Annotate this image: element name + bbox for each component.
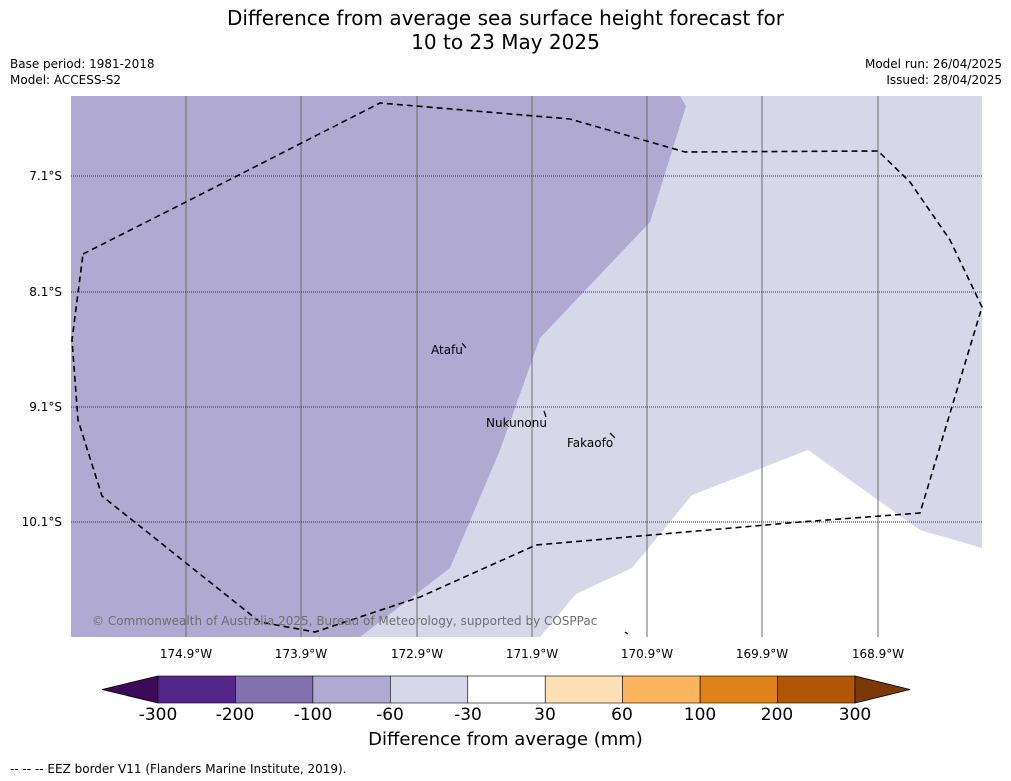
- colorbar-tick: 30: [534, 705, 556, 725]
- map-plot-area: [71, 96, 982, 637]
- issued-date: Issued: 28/04/2025: [886, 73, 1002, 87]
- lon-label: 171.9°W: [505, 647, 559, 661]
- colorbar-tick: -60: [376, 705, 404, 725]
- lon-label: 172.9°W: [390, 647, 444, 661]
- meta-left: Base period: 1981-2018 Model: ACCESS-S2: [10, 56, 155, 88]
- lat-label: 9.1°S: [29, 400, 62, 414]
- footnote: -- -- -- EEZ border V11 (Flanders Marine…: [10, 762, 347, 776]
- colorbar-tick: 60: [611, 705, 633, 725]
- colorbar-segment: [157, 675, 236, 704]
- colorbar-segment: [312, 675, 391, 704]
- model-run: Model run: 26/04/2025: [864, 57, 1002, 71]
- colorbar-segment: [777, 675, 856, 704]
- colorbar-extend-high: [854, 675, 911, 704]
- nukunonu-marker: [543, 410, 547, 418]
- place-label-atafu: Atafu: [431, 343, 463, 357]
- colorbar-tick: -30: [454, 705, 482, 725]
- lon-label: 174.9°W: [159, 647, 213, 661]
- colorbar-segment: [544, 675, 623, 704]
- island-marker: [624, 631, 629, 635]
- colorbar-tick: -300: [138, 705, 178, 725]
- fakaofo-marker: [609, 432, 616, 439]
- base-period: Base period: 1981-2018: [10, 57, 155, 71]
- title-line-1: Difference from average sea surface heig…: [226, 6, 785, 30]
- lat-label: 8.1°S: [29, 285, 62, 299]
- colorbar-segment: [467, 675, 546, 704]
- meta-right: Model run: 26/04/2025 Issued: 28/04/2025: [865, 56, 1002, 88]
- colorbar-segment: [699, 675, 778, 704]
- atafu-marker: [461, 342, 467, 349]
- title-line-2: 10 to 23 May 2025: [411, 30, 600, 54]
- colorbar-title: Difference from average (mm): [368, 729, 643, 750]
- lon-label: 170.9°W: [620, 647, 674, 661]
- colorbar-tick: 300: [838, 705, 872, 725]
- colorbar-tick: 100: [683, 705, 717, 725]
- lon-label: 173.9°W: [274, 647, 328, 661]
- colorbar-segment: [390, 675, 469, 704]
- colorbar-extend-low: [101, 675, 159, 704]
- model-name: Model: ACCESS-S2: [10, 73, 122, 87]
- colorbar-segment: [235, 675, 314, 704]
- lon-label: 169.9°W: [735, 647, 789, 661]
- colorbar-tick: -200: [215, 705, 255, 725]
- place-label-fakaofo: Fakaofo: [567, 436, 614, 450]
- map-title: Difference from average sea surface heig…: [0, 6, 1011, 54]
- colorbar-tick: 200: [760, 705, 794, 725]
- eez-border: [71, 102, 983, 633]
- copyright-text: © Commonwealth of Australia 2025, Bureau…: [92, 614, 598, 628]
- lat-label: 7.1°S: [29, 169, 62, 183]
- longitude-gridlines: [185, 96, 879, 637]
- lat-label: 10.1°S: [21, 515, 62, 529]
- lon-label: 168.9°W: [851, 647, 905, 661]
- colorbar-tick: -100: [293, 705, 333, 725]
- colorbar-segment: [622, 675, 701, 704]
- colorbar: [101, 675, 911, 704]
- place-label-nukunonu: Nukunonu: [486, 416, 547, 430]
